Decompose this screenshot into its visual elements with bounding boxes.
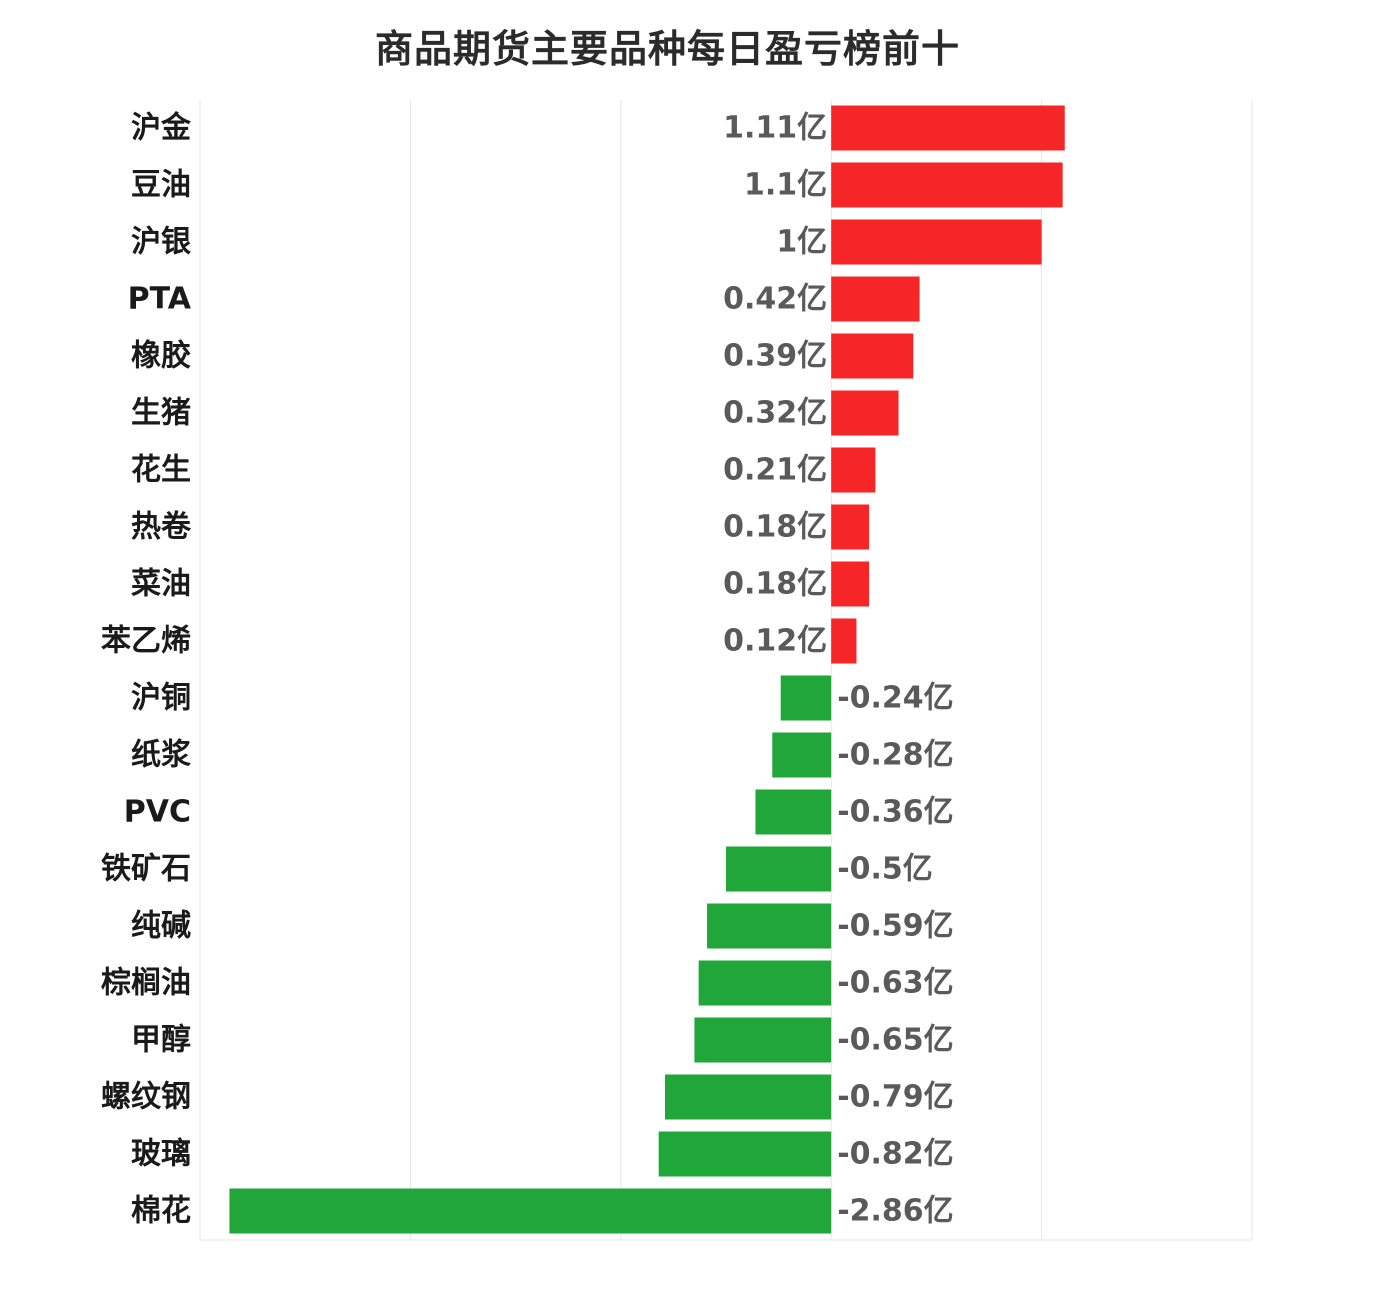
category-label: 沪铜 [131,681,191,716]
category-label: 螺纹钢 [101,1080,191,1115]
bar [726,846,832,892]
bar [229,1188,832,1234]
data-label: -0.28亿 [837,738,953,773]
data-label: 1.11亿 [723,111,827,146]
bar [658,1131,832,1177]
category-label: 棉花 [131,1194,191,1229]
bar [831,105,1065,151]
data-label: 0.12亿 [723,624,827,659]
bar [780,675,832,721]
category-label: 豆油 [131,168,191,203]
category-label: 热卷 [131,510,192,545]
chart-title: 商品期货主要品种每日盈亏榜前十 [374,27,960,71]
bar [831,219,1042,265]
bar [831,561,870,607]
bar [698,960,832,1006]
data-label: 0.21亿 [723,453,827,488]
category-label: 菜油 [131,567,191,602]
data-label: -0.5亿 [837,852,933,887]
category-label: 花生 [131,453,191,488]
bar [694,1017,832,1063]
data-label: 0.39亿 [723,339,827,374]
data-label: -0.36亿 [837,795,953,830]
data-label: -0.63亿 [837,966,953,1001]
bar [831,390,899,436]
bar [831,276,920,322]
category-label: 玻璃 [131,1137,191,1172]
data-label: -0.65亿 [837,1023,953,1058]
bar [831,162,1063,208]
bar [831,504,870,550]
category-label: 苯乙烯 [101,624,191,659]
data-label: 0.32亿 [723,396,827,431]
category-label: 纯碱 [131,909,191,944]
data-label: -0.82亿 [837,1137,953,1172]
category-label: 甲醇 [131,1023,191,1058]
category-label: 橡胶 [131,339,191,374]
bar [707,903,832,949]
category-label: PVC [124,795,191,830]
data-label: -0.24亿 [837,681,953,716]
category-label: 纸浆 [131,738,191,773]
category-label: 生猪 [131,396,191,431]
data-label: -2.86亿 [837,1194,953,1229]
data-label: 1.1亿 [744,168,827,203]
bar [664,1074,832,1120]
data-label: 0.18亿 [723,567,827,602]
category-label: PTA [128,282,192,317]
data-label: 0.42亿 [723,282,827,317]
category-label: 沪金 [131,111,192,146]
data-label: -0.59亿 [837,909,953,944]
data-label: -0.79亿 [837,1080,953,1115]
bar [831,447,876,493]
data-label: 1亿 [776,225,827,260]
grid-layer [199,100,1253,1241]
bar [755,789,832,835]
bar [772,732,832,778]
data-label: 0.18亿 [723,510,827,545]
bar [831,333,914,379]
category-label: 棕榈油 [101,966,191,1001]
bar [831,618,857,664]
category-label: 铁矿石 [101,852,191,887]
category-label: 沪银 [131,225,191,260]
bar-layer [229,105,1065,1234]
